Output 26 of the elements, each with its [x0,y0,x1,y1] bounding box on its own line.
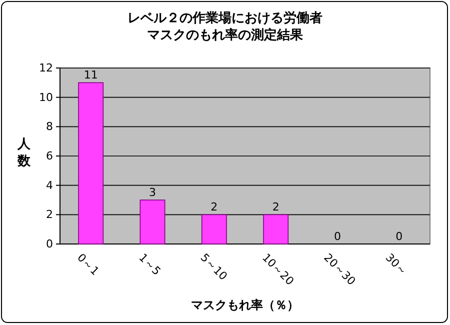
y-tick-label: 8 [46,120,53,134]
y-tick-label: 6 [46,150,53,163]
data-label: 11 [84,68,98,82]
data-label: 0 [334,230,341,243]
data-label: 2 [272,200,280,214]
x-tick-label: 20～30 [321,251,358,288]
bar [201,214,227,244]
x-tick-label: 1～5 [136,251,164,278]
y-tick-label: 0 [46,238,53,251]
bar [140,200,166,244]
x-axis-title: マスクもれ率（％） [191,298,299,312]
data-label: 3 [149,186,156,199]
chart-title: レベル２の作業場における労働者マスクのもれ率の測定結果 [128,10,322,43]
x-tick-label: 10～20 [260,251,296,288]
data-label: 0 [396,230,403,243]
y-tick-label: 12 [39,62,53,75]
y-tick-label: 10 [39,90,53,104]
x-tick-label: 5～10 [198,251,230,283]
bar [78,82,104,244]
y-axis-title: 人数 [16,137,32,169]
bar [263,214,289,244]
data-label: 2 [210,200,218,214]
y-tick-label: 2 [46,208,53,222]
x-tick-label: 30～ [382,251,410,278]
x-tick-label: 0～1 [74,251,102,278]
y-tick-label: 4 [46,178,53,192]
